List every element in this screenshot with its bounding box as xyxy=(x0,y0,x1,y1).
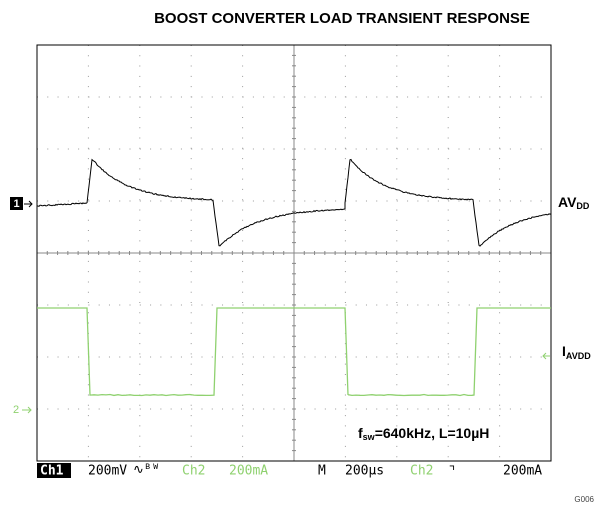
figure-id: G006 xyxy=(574,495,594,504)
status-ch2-scale: 200mA xyxy=(229,464,268,479)
status-trig-level: 200mA xyxy=(503,464,542,479)
scope-grid xyxy=(37,45,551,461)
status-bw: ∿ᴮᵂ xyxy=(133,463,160,478)
status-time: 200µs xyxy=(345,464,384,479)
status-ch1-scale: 200mV xyxy=(88,464,127,479)
status-ch2: Ch2 xyxy=(182,464,205,479)
status-trig-slope: ⌝ xyxy=(448,464,456,479)
i-arrow xyxy=(543,353,550,359)
status-m: M xyxy=(318,464,326,479)
ch1-arrow xyxy=(24,201,32,207)
status-trig-ch: Ch2 xyxy=(410,464,433,479)
ch2-arrow xyxy=(22,407,31,413)
ch1-marker: 1 xyxy=(13,198,19,210)
ch2-marker: 2 xyxy=(13,404,19,416)
i-label: IAVDD xyxy=(562,343,591,362)
title: BOOST CONVERTER LOAD TRANSIENT RESPONSE xyxy=(154,10,530,27)
status-ch1: Ch1 xyxy=(40,464,64,479)
av-label: AVDD xyxy=(558,194,590,212)
figure: BOOST CONVERTER LOAD TRANSIENT RESPONSE … xyxy=(0,0,607,506)
annotation: fsw=640kHz, L=10µH xyxy=(358,425,489,443)
